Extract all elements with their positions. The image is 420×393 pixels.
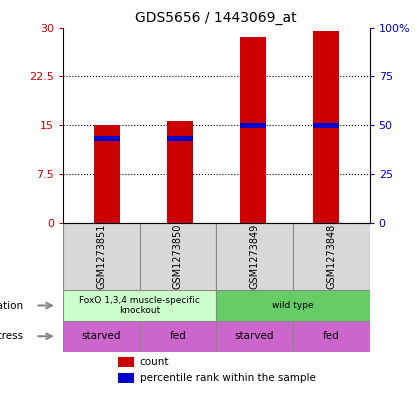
Bar [94, 125, 120, 223]
FancyBboxPatch shape [216, 290, 370, 321]
Text: starved: starved [81, 331, 121, 341]
Text: FoxO 1,3,4 muscle-specific
knockout: FoxO 1,3,4 muscle-specific knockout [79, 296, 200, 315]
FancyBboxPatch shape [139, 321, 216, 352]
Title: GDS5656 / 1443069_at: GDS5656 / 1443069_at [136, 11, 297, 25]
Bar [118, 373, 134, 384]
Text: fed: fed [170, 331, 186, 341]
Bar [240, 123, 265, 128]
FancyBboxPatch shape [293, 223, 370, 290]
Text: wild type: wild type [272, 301, 314, 310]
Bar [313, 123, 339, 128]
Bar [167, 121, 193, 223]
Text: GSM1273848: GSM1273848 [326, 224, 336, 289]
FancyBboxPatch shape [293, 321, 370, 352]
FancyBboxPatch shape [63, 223, 139, 290]
FancyBboxPatch shape [63, 290, 216, 321]
Bar [240, 37, 265, 223]
Bar [94, 136, 120, 141]
FancyBboxPatch shape [139, 223, 216, 290]
Bar [167, 136, 193, 141]
Text: genotype/variation: genotype/variation [0, 301, 23, 310]
Text: count: count [139, 357, 169, 367]
FancyBboxPatch shape [216, 321, 293, 352]
Bar [313, 31, 339, 223]
Bar [118, 356, 134, 367]
Text: stress: stress [0, 331, 23, 341]
Text: GSM1273851: GSM1273851 [96, 224, 106, 289]
Text: fed: fed [323, 331, 340, 341]
FancyBboxPatch shape [216, 223, 293, 290]
Text: starved: starved [235, 331, 274, 341]
Text: GSM1273850: GSM1273850 [173, 224, 183, 289]
Text: percentile rank within the sample: percentile rank within the sample [139, 373, 315, 384]
FancyBboxPatch shape [63, 321, 139, 352]
Text: GSM1273849: GSM1273849 [249, 224, 260, 289]
